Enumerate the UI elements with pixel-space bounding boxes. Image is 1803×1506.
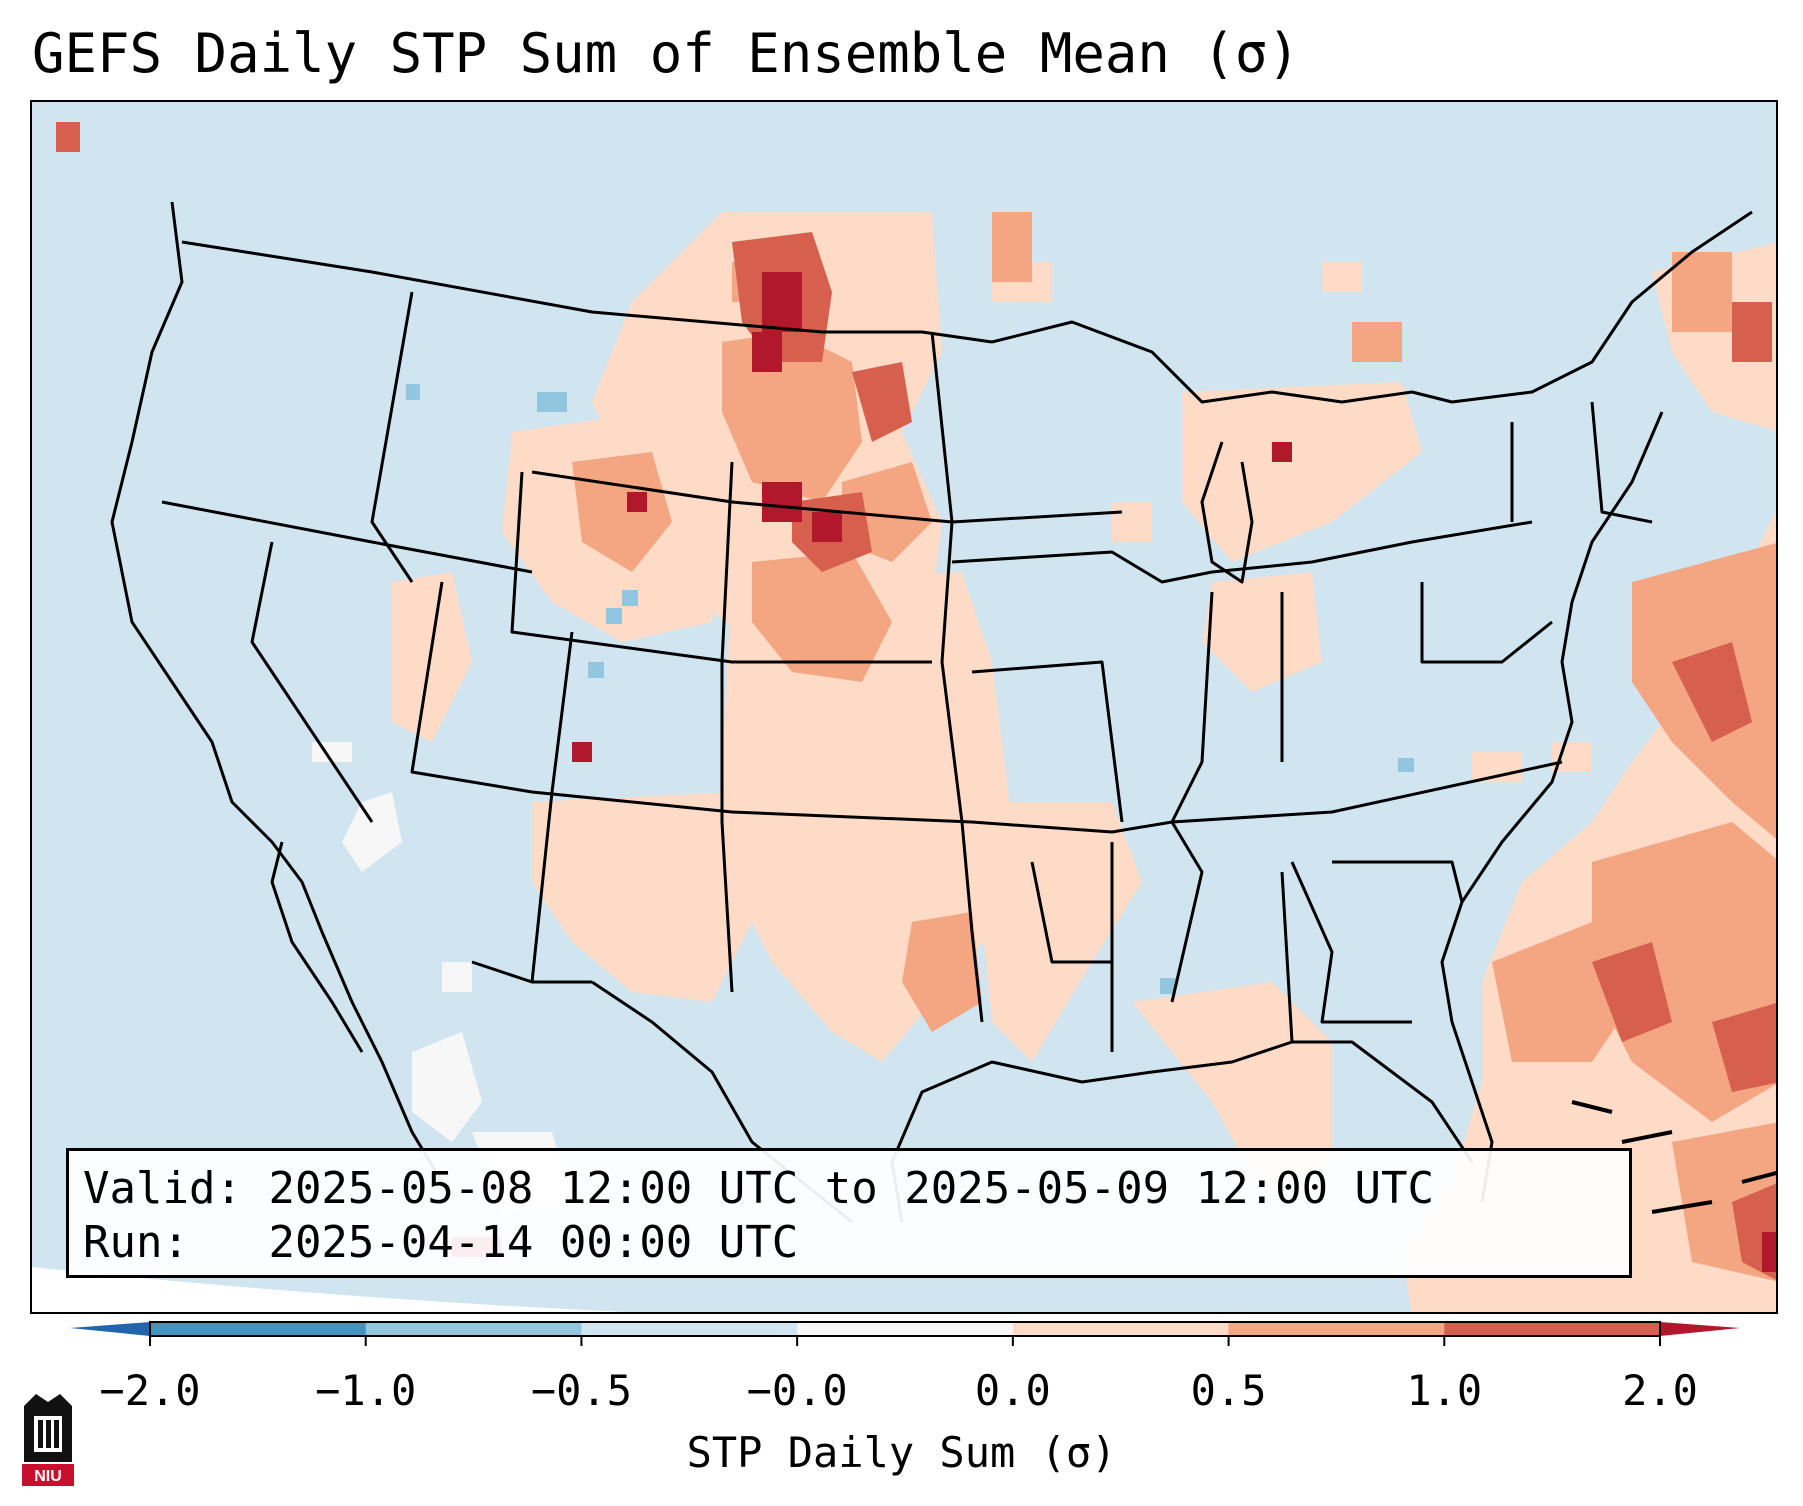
colorbar-tick-label: 2.0: [1622, 1366, 1698, 1415]
colorbar-bin: [581, 1322, 798, 1336]
valid-line: Valid: 2025-05-08 12:00 UTC to 2025-05-0…: [83, 1163, 1434, 1214]
map-title: GEFS Daily STP Sum of Ensemble Mean (σ): [32, 22, 1300, 85]
political-boundaries: [110, 201, 1753, 1224]
colorbar-tick-label: −2.0: [99, 1366, 201, 1415]
colorbar-bin: [1228, 1322, 1445, 1336]
logo-text: NIU: [34, 1468, 62, 1485]
colorbar-bin: [797, 1322, 1014, 1336]
run-line: Run: 2025-04-14 00:00 UTC: [83, 1217, 798, 1268]
caribbean-islands: [1571, 1100, 1776, 1214]
colorbar: [70, 1321, 1740, 1346]
colorbar-bin: [365, 1322, 582, 1336]
valid-run-info-box: Valid: 2025-05-08 12:00 UTC to 2025-05-0…: [66, 1148, 1632, 1278]
colorbar-tick-label: −0.0: [746, 1366, 848, 1415]
colorbar-under-arrow: [70, 1322, 150, 1336]
colorbar-bin: [1012, 1322, 1230, 1336]
stp-field-map: [32, 122, 1776, 1312]
valid-label: Valid:: [83, 1163, 242, 1214]
colorbar-tick-label: 0.5: [1190, 1366, 1267, 1415]
colorbar-over-arrow: [1660, 1322, 1740, 1336]
run-value: 2025-04-14 00:00 UTC: [268, 1217, 799, 1268]
colorbar-bin: [1444, 1322, 1661, 1336]
colorbar-outline: [149, 1321, 1661, 1337]
valid-value: 2025-05-08 12:00 UTC to 2025-05-09 12:00…: [268, 1163, 1435, 1214]
colorbar-tick-label: 0.0: [974, 1366, 1051, 1415]
colorbar-tick-label: −1.0: [315, 1366, 417, 1415]
stp-positive-extreme: [452, 272, 1776, 1272]
colorbar-bin: [150, 1322, 367, 1336]
colorbar-tick-label: −0.5: [530, 1366, 632, 1415]
colorbar-tick-label: 1.0: [1406, 1366, 1483, 1415]
run-label: Run:: [83, 1217, 189, 1268]
niu-logo: NIU: [22, 1394, 74, 1486]
colorbar-label: STP Daily Sum (σ): [686, 1428, 1117, 1477]
stp-negative-light: [406, 384, 1414, 994]
map-panel: [30, 100, 1778, 1314]
